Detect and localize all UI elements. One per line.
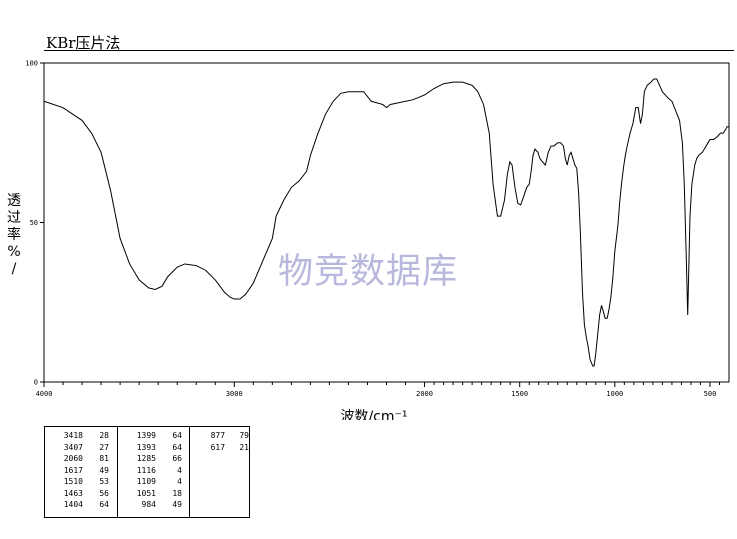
peak-transmittance: 64 bbox=[99, 500, 109, 509]
peak-wavenumber: 1109 bbox=[136, 477, 156, 486]
peak-transmittance: 49 bbox=[172, 500, 182, 509]
peak-table-column: 3418 28 3407 27 2060 81 1617 49 1510 53 1463 56 1404… bbox=[45, 427, 117, 517]
peak-wavenumber: 2060 bbox=[63, 454, 83, 463]
peak-table-column: 877 79 617 21 bbox=[189, 427, 249, 517]
x-tick-label: 500 bbox=[704, 390, 717, 398]
peak-table-row: 984 49 bbox=[118, 499, 189, 511]
peak-table-row: 1399 64 bbox=[118, 430, 189, 442]
watermark-text: 物竞数据库 bbox=[278, 252, 458, 292]
plot-frame bbox=[43, 62, 730, 383]
y-axis-title-char: 透 bbox=[7, 193, 21, 209]
peak-table-row: 877 79 bbox=[190, 430, 249, 442]
peak-transmittance: 4 bbox=[177, 477, 182, 486]
peak-transmittance: 4 bbox=[177, 465, 182, 475]
peak-transmittance: 64 bbox=[172, 442, 182, 452]
page-title: KBr压片法 bbox=[46, 34, 121, 52]
peak-wavenumber: 617 bbox=[210, 442, 226, 452]
peak-transmittance: 79 bbox=[239, 431, 249, 440]
y-axis-title-char: 过 bbox=[7, 210, 21, 226]
peak-transmittance: 53 bbox=[99, 477, 109, 486]
y-axis-title-char: / bbox=[12, 261, 17, 277]
peak-table-row: 1051 18 bbox=[118, 488, 189, 500]
peak-wavenumber: 1510 bbox=[63, 477, 83, 486]
x-tick-label: 4000 bbox=[36, 390, 53, 398]
x-tick-label: 1500 bbox=[511, 390, 528, 398]
ir-spectrum-chart: 物竞数据库 0 50 100 4000 3000 2000 1500 1000 500 波数/… bbox=[7, 60, 730, 420]
peak-wavenumber: 984 bbox=[141, 500, 156, 509]
peak-transmittance: 49 bbox=[99, 465, 109, 475]
peak-table-row: 3418 28 bbox=[45, 430, 117, 442]
y-tick-label: 0 bbox=[34, 379, 38, 387]
x-tick-label: 3000 bbox=[226, 390, 243, 398]
y-tick-label: 50 bbox=[30, 219, 38, 227]
peak-wavenumber: 1393 bbox=[136, 442, 156, 452]
peak-wavenumber: 1051 bbox=[136, 488, 156, 498]
peak-transmittance: 21 bbox=[239, 442, 249, 452]
x-tick-label: 2000 bbox=[416, 390, 433, 398]
x-axis-minor-ticks bbox=[62, 382, 720, 385]
peak-wavenumber: 877 bbox=[210, 431, 226, 440]
peak-table-row: 1285 66 bbox=[118, 453, 189, 465]
peak-table-row: 1463 56 bbox=[45, 488, 117, 500]
y-axis-title-char: % bbox=[7, 244, 20, 260]
peak-table-row: 617 21 bbox=[190, 442, 249, 454]
peak-table-row: 1510 53 bbox=[45, 476, 117, 488]
peak-wavenumber: 1404 bbox=[63, 500, 83, 509]
series-line bbox=[43, 78, 729, 367]
peak-transmittance: 28 bbox=[99, 431, 109, 440]
peak-table-row: 1617 49 bbox=[45, 465, 117, 477]
y-tick-label: 100 bbox=[25, 60, 38, 68]
peak-table-row: 2060 81 bbox=[45, 453, 117, 465]
peak-transmittance: 81 bbox=[99, 454, 109, 463]
y-axis-title: 透过率% / bbox=[7, 193, 21, 277]
x-axis-ticks: 4000 3000 2000 1500 1000 500 bbox=[36, 382, 717, 398]
peak-transmittance: 18 bbox=[172, 488, 182, 498]
peak-table-row: 1393 64 bbox=[118, 442, 189, 454]
peak-wavenumber: 1116 bbox=[136, 465, 156, 475]
y-axis-ticks: 0 50 100 bbox=[25, 60, 44, 387]
peak-table: 3418 28 3407 27 2060 81 1617 49 1510 53 1463 56 1404… bbox=[44, 426, 250, 518]
peak-wavenumber: 1463 bbox=[63, 488, 83, 498]
peak-wavenumber: 1617 bbox=[63, 465, 83, 475]
y-axis-title-char: 率 bbox=[7, 226, 21, 243]
peak-transmittance: 27 bbox=[99, 442, 109, 452]
peak-table-column: 1399 64 1393 64 1285 66 1116 4 1109 4 1051 18 984 49 bbox=[117, 427, 189, 517]
peak-transmittance: 56 bbox=[99, 488, 109, 498]
peak-wavenumber: 1285 bbox=[136, 454, 156, 463]
x-tick-label: 1000 bbox=[606, 390, 623, 398]
x-axis-title: 波数/cm⁻¹ bbox=[340, 409, 407, 420]
title-rule bbox=[44, 50, 734, 51]
peak-table-row: 1404 64 bbox=[45, 499, 117, 511]
peak-wavenumber: 1399 bbox=[136, 431, 156, 440]
peak-wavenumber: 3407 bbox=[63, 442, 83, 452]
peak-table-row: 1109 4 bbox=[118, 476, 189, 488]
peak-table-row: 3407 27 bbox=[45, 442, 117, 454]
peak-transmittance: 64 bbox=[172, 431, 182, 440]
peak-transmittance: 66 bbox=[172, 454, 182, 463]
peak-wavenumber: 3418 bbox=[63, 431, 83, 440]
peak-table-row: 1116 4 bbox=[118, 465, 189, 477]
